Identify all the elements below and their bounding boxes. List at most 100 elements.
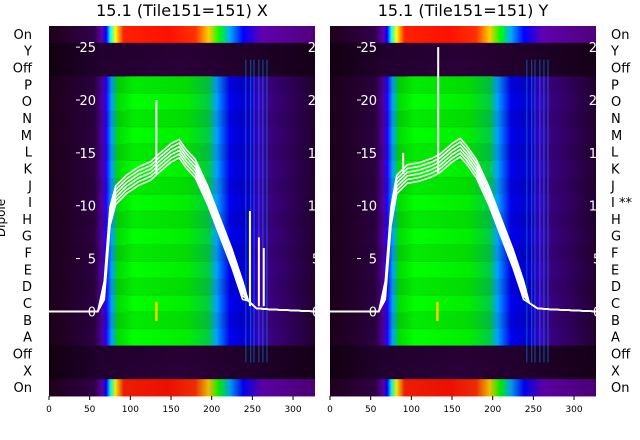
y-heatmap-row — [330, 126, 596, 145]
panel-y-x-ticks: 0 50 100 150 200 250 300 — [327, 396, 583, 415]
y-dipole-label: I ** — [611, 196, 632, 211]
y-heatmap-row — [330, 26, 596, 44]
x-dipole-label: P — [24, 78, 32, 93]
y-ytick-label-edge: 25 — [589, 41, 606, 56]
panel-x-x-ticks: 0 50 100 150 200 250 300 — [46, 396, 302, 415]
x-dipole-label: Y — [23, 45, 32, 60]
y-xtick-label: 100 — [403, 405, 420, 415]
y-heatmap-row — [330, 110, 596, 128]
x-heatmap-row — [49, 311, 315, 330]
y-ytick-label: 15 — [360, 147, 377, 162]
y-ytick-label-edge: 10 — [589, 200, 606, 215]
y-dipole-label: K — [611, 162, 620, 177]
x-ytick-label: 0 — [88, 305, 96, 320]
x-dipole-label: N — [22, 112, 32, 127]
x-heatmap-row — [49, 261, 315, 279]
panel-x-ylabel: Dipole — [0, 199, 8, 237]
y-dipole-label: C — [611, 297, 620, 312]
y-heatmap-row — [330, 177, 596, 195]
y-ytick-label-edge: 0 — [593, 305, 601, 320]
x-ytick-label: 10 — [79, 200, 96, 215]
x-xtick-label: 50 — [84, 405, 96, 415]
y-heatmap-row — [330, 244, 596, 262]
x-heatmap-row — [49, 362, 315, 380]
y-marker — [436, 301, 439, 321]
x-ytick-label: 5 — [88, 253, 96, 268]
x-heatmap-row — [49, 379, 315, 397]
x-xtick-label: 300 — [284, 405, 301, 415]
y-ytick-label: 0 — [369, 305, 377, 320]
x-heatmap-row — [49, 143, 315, 162]
y-xtick-label: 300 — [565, 405, 582, 415]
x-heatmap-row — [49, 278, 315, 296]
y-dipole-label: B — [611, 314, 620, 329]
y-heatmap-row — [330, 362, 596, 380]
panel-y-heatmap — [330, 26, 596, 397]
x-dipole-label: X — [23, 364, 32, 379]
x-dipole-label: K — [23, 162, 32, 177]
x-overlay-line — [49, 156, 316, 313]
y-ytick-label: 20 — [360, 94, 377, 109]
x-xtick-label: 150 — [162, 405, 179, 415]
x-dipole-label: Off — [13, 347, 33, 362]
y-heatmap-row — [330, 261, 596, 279]
y-dipole-label: J — [610, 179, 615, 194]
y-dipole-label: X — [611, 364, 620, 379]
y-dipole-label: O — [611, 95, 621, 110]
y-heatmap-row — [330, 76, 596, 94]
panel-x-title: 15.1 (Tile151=151) X — [96, 1, 268, 20]
y-heatmap-row — [330, 227, 596, 246]
x-overlay-line — [49, 138, 316, 313]
y-dipole-label: On — [611, 381, 629, 396]
x-dipole-label: I — [28, 196, 32, 211]
x-xtick-label: 0 — [46, 405, 52, 415]
y-dipole-label: F — [611, 247, 618, 262]
y-dipole-label: D — [611, 280, 621, 295]
x-heatmap-row — [49, 93, 315, 111]
x-dipole-label: L — [25, 146, 33, 161]
y-dipole-label: Y — [610, 45, 619, 60]
x-ytick-label: 20 — [79, 94, 96, 109]
y-heatmap-row — [330, 311, 596, 330]
y-dipole-label: N — [611, 112, 621, 127]
y-heatmap-row — [330, 295, 596, 313]
y-ytick-label-edge: 5 — [593, 253, 601, 268]
y-xtick-label: 150 — [443, 405, 460, 415]
x-heatmap-row — [49, 177, 315, 195]
y-dipole-label: On — [611, 28, 629, 43]
y-dipole-label: Off — [611, 62, 631, 77]
y-heatmap-row — [330, 211, 596, 229]
x-heatmap-row — [49, 26, 315, 44]
y-dipole-label: M — [611, 129, 622, 144]
y-ytick-label: 10 — [360, 200, 377, 215]
y-dipole-label: L — [611, 146, 619, 161]
y-xtick-label: 250 — [525, 405, 542, 415]
x-dipole-label: H — [22, 213, 32, 228]
x-dipole-label: M — [21, 129, 32, 144]
x-xtick-label: 100 — [122, 405, 139, 415]
x-dipole-label: G — [22, 230, 32, 245]
panel-y-overlay — [330, 47, 597, 321]
y-heatmap-row — [330, 160, 596, 178]
y-overlay-line — [330, 137, 597, 313]
x-ytick-label-edge: 10 — [308, 200, 325, 215]
y-dipole-label: G — [611, 230, 621, 245]
y-ytick-label: 25 — [360, 41, 377, 56]
x-marker — [155, 301, 158, 321]
y-heatmap-row — [330, 93, 596, 111]
x-xtick-label: 200 — [203, 405, 220, 415]
x-heatmap-row — [49, 244, 315, 262]
y-dipole-label: A — [611, 331, 620, 346]
x-heatmap-row — [49, 59, 315, 77]
x-ytick-label-edge: 5 — [312, 253, 320, 268]
x-ytick-label-edge: 20 — [308, 94, 325, 109]
x-dipole-label: F — [25, 247, 32, 262]
x-ytick-label-edge: 15 — [308, 147, 325, 162]
x-ytick-label-edge: 0 — [312, 305, 320, 320]
x-heatmap-row — [49, 42, 315, 61]
y-xtick-label: 200 — [484, 405, 501, 415]
x-heatmap-row — [49, 345, 315, 363]
